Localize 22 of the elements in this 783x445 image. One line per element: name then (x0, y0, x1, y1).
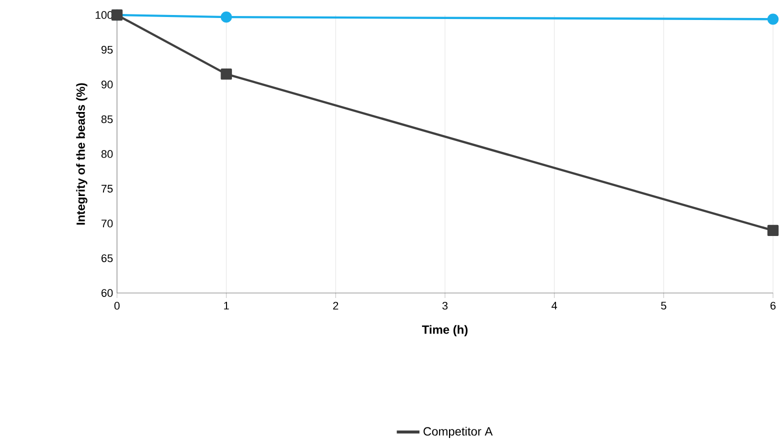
y-tick-label: 65 (102, 254, 113, 262)
y-tick-label: 90 (101, 80, 113, 88)
y-tick-label: 95 (101, 46, 113, 54)
x-tick-label: 0 (114, 302, 120, 310)
point (767, 14, 779, 25)
legend-label: Competitor A (424, 426, 493, 438)
x-tick-label: 4 (552, 302, 558, 310)
x-axis-title: Time (h) (422, 325, 468, 336)
y-tick-label: 70 (102, 220, 113, 228)
x-tick-label: 2 (333, 302, 338, 310)
y-tick-label: 75 (102, 184, 113, 193)
point (767, 224, 779, 236)
point (220, 11, 232, 23)
x-tick-label: 1 (224, 302, 229, 310)
x-tick-label: 6 (770, 302, 776, 310)
y-tick-label: 85 (101, 115, 113, 124)
x-tick-label: 3 (442, 302, 448, 310)
y-tick-label: 60 (102, 289, 113, 297)
x-tick-label: 5 (661, 302, 666, 310)
y-tick-label: 80 (101, 150, 113, 158)
point (220, 68, 232, 80)
y-axis-title: Integrity of the beads (%) (76, 83, 88, 225)
